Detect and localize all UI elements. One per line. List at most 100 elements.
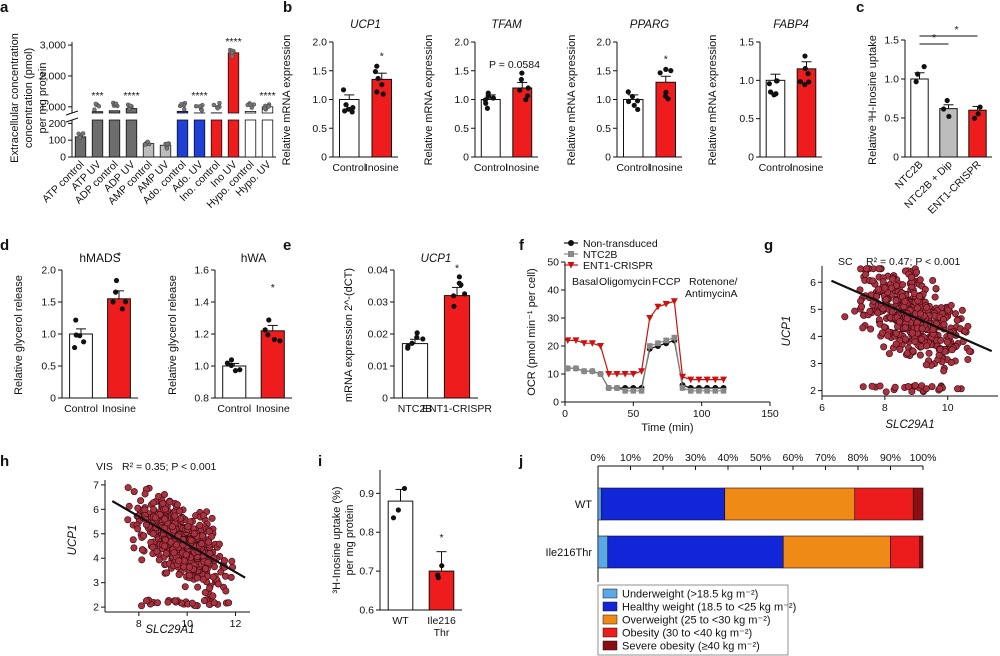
b-PPARG-ytick-label: 1.0 — [596, 94, 611, 106]
e-point — [450, 293, 457, 299]
g-point — [965, 347, 973, 355]
j-segment — [600, 487, 726, 521]
b-TFAM-point — [517, 87, 523, 93]
g-point — [882, 388, 890, 396]
j-legend-swatch — [602, 601, 618, 612]
f-marker — [622, 388, 628, 394]
h-point — [149, 499, 157, 507]
g-point — [908, 329, 916, 337]
g-point — [943, 338, 951, 346]
a-ytick-label: 1,000 — [40, 101, 66, 113]
panel-label-g: g — [764, 237, 773, 254]
j-xtick-label: 40% — [717, 452, 738, 464]
g-point — [891, 383, 899, 391]
panel-label-f: f — [519, 237, 525, 254]
d-hWA-point — [228, 362, 234, 369]
i-y-label-2: per mg protein — [344, 505, 356, 576]
b-TFAM-ytick-label: 2.0 — [454, 37, 469, 49]
h-x-label: SLC29A1 — [145, 624, 194, 636]
g-point — [896, 318, 904, 326]
b-FABP4-category-label: Control — [759, 162, 793, 174]
j-legend-label: Overweight (25 to <30 kg m⁻²) — [622, 615, 771, 627]
f-ytick-label: 20 — [547, 341, 559, 353]
g-xtick-label: 8 — [882, 402, 888, 414]
h-point — [220, 557, 228, 565]
f-marker — [589, 368, 596, 374]
f-marker — [679, 385, 686, 391]
g-point — [947, 358, 955, 366]
e-ytick-label: 0.04 — [368, 265, 389, 277]
h-y-label: UCP1 — [67, 525, 79, 556]
d-hMADS-category-label: Control — [64, 403, 98, 415]
g-point — [892, 329, 900, 337]
f-phase-label: FCCP — [652, 276, 681, 288]
h-point — [124, 484, 132, 492]
b-UCP1-point — [374, 63, 380, 69]
g-x-label: SLC29A1 — [885, 419, 934, 431]
j-segment — [890, 535, 921, 569]
b-PPARG-ytick-label: 0 — [605, 152, 611, 164]
h-stat: R² = 0.35; P < 0.001 — [122, 461, 217, 473]
g-point — [940, 321, 948, 329]
h-point — [196, 521, 204, 529]
d-hWA-ytick-label: 1.0 — [194, 361, 209, 373]
b-UCP1-point — [372, 68, 379, 75]
h-ytick-label: 2 — [93, 602, 99, 614]
f-marker — [687, 388, 694, 394]
j-xtick-label: 0% — [590, 452, 605, 464]
a-break-mark — [65, 110, 79, 116]
g-ytick-label: 5 — [810, 304, 816, 316]
b-FABP4-point — [767, 89, 774, 95]
h-point — [124, 516, 132, 524]
h-point — [185, 571, 193, 579]
c-point — [946, 113, 952, 120]
h-ytick-label: 5 — [93, 528, 99, 540]
f-marker — [564, 365, 571, 372]
g-point — [923, 342, 931, 350]
b-PPARG-point — [625, 98, 632, 105]
g-point — [951, 310, 959, 318]
a-axis-break — [66, 114, 278, 119]
a-point — [199, 107, 205, 113]
b-UCP1-ytick-label: 1.0 — [312, 94, 327, 106]
a-significance: *** — [91, 90, 103, 102]
d-y-label: Relative glycerol release — [167, 275, 179, 395]
a-ytick-label: 3,000 — [40, 40, 66, 52]
g-point — [874, 285, 882, 293]
f-marker — [638, 368, 646, 375]
a-bar — [176, 119, 189, 158]
f-phase-label: Basal — [572, 276, 598, 288]
g-point — [892, 297, 900, 305]
b-TFAM-category-label: Control — [474, 162, 508, 174]
b-FABP4-ytick-label: 0.5 — [739, 113, 754, 125]
a-point — [211, 102, 217, 108]
g-point — [885, 350, 893, 358]
g-xtick-label: 6 — [819, 402, 825, 414]
g-point — [911, 337, 919, 345]
j-xtick-label: 20% — [652, 452, 673, 464]
d-hMADS-bar — [69, 333, 93, 399]
b-TFAM-point — [525, 93, 531, 99]
b-FABP4-category-label: Inosine — [790, 162, 824, 174]
h-point — [150, 505, 158, 513]
d-title: hMADS — [79, 251, 120, 265]
g-point — [916, 351, 924, 359]
f-legend-marker — [568, 240, 574, 246]
e-ytick-label: 0 — [382, 393, 388, 405]
f-marker — [671, 334, 678, 341]
h-point — [209, 573, 217, 581]
f-xtick-label: 100 — [693, 408, 711, 420]
j-legend-label: Severe obesity (≥40 kg m⁻²) — [622, 641, 760, 653]
j-segment — [854, 487, 914, 521]
e-point — [456, 280, 462, 286]
d-hMADS-point — [71, 344, 78, 351]
g-xtick-label: 10 — [942, 402, 954, 414]
g-point — [903, 315, 911, 323]
b-FABP4-ytick-label: 1.5 — [739, 37, 754, 49]
i-point — [439, 563, 445, 569]
g-point — [879, 305, 887, 313]
d-hWA-point — [224, 360, 230, 366]
h-point — [129, 536, 137, 544]
g-point — [892, 340, 900, 348]
c-point — [921, 64, 927, 70]
